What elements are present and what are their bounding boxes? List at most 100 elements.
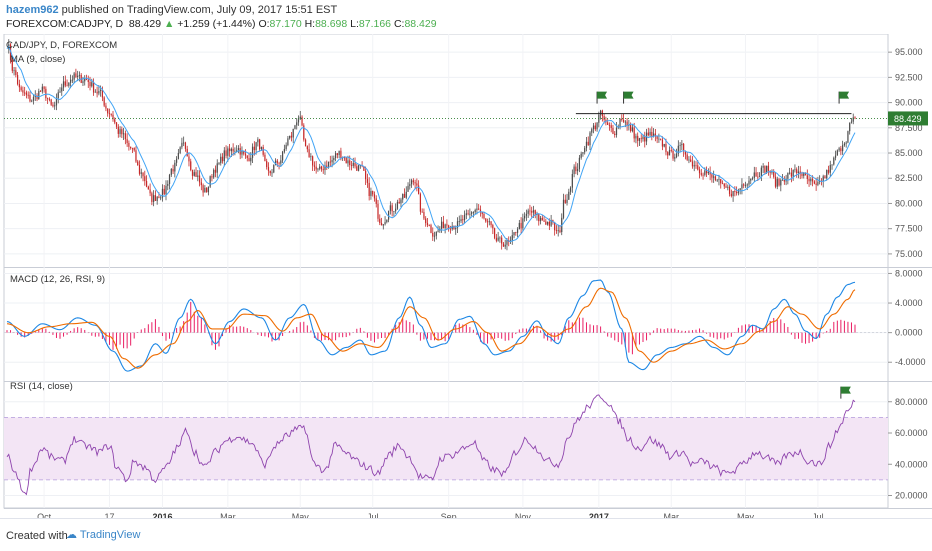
tradingview-logo[interactable]: ☁ TradingView	[66, 528, 140, 541]
candle-body	[221, 156, 224, 162]
candle-body	[808, 178, 810, 182]
candle-body	[444, 224, 446, 229]
candle-body	[359, 165, 361, 167]
candle-body	[638, 138, 641, 141]
candle-body	[91, 82, 93, 87]
candle-body	[313, 165, 316, 167]
candle-body	[479, 209, 482, 212]
candle-body	[230, 148, 232, 152]
candle-body	[73, 73, 75, 80]
candle-body	[501, 237, 503, 244]
candle-body	[373, 194, 376, 199]
candle-body	[98, 91, 100, 94]
candle-body	[327, 161, 330, 167]
candle-body	[331, 160, 333, 163]
candle-body	[781, 179, 784, 181]
candle-body	[36, 95, 38, 100]
candle-body	[550, 220, 552, 226]
candle-body	[813, 181, 815, 184]
candle-body	[84, 78, 86, 82]
chart-area[interactable]: 95.000 92.500 90.000 87.500 85.000 82.500 80.0…	[0, 34, 932, 518]
candle-body	[34, 95, 36, 98]
candle-body	[842, 145, 844, 152]
candle-body	[329, 161, 331, 163]
candle-body	[463, 214, 466, 221]
candle-body	[446, 224, 448, 226]
candle-body	[469, 213, 471, 215]
rsi-panel[interactable]	[4, 386, 888, 496]
candle-body	[338, 150, 340, 155]
candle-body	[126, 139, 128, 143]
price-panel[interactable]	[4, 39, 888, 251]
candle-body	[774, 176, 777, 187]
candle-body	[760, 167, 762, 177]
candle-body	[790, 172, 793, 177]
candle-body	[677, 145, 679, 154]
change-up-icon: ▲	[163, 18, 175, 30]
candle-body	[428, 225, 430, 226]
candle-body	[536, 214, 538, 215]
candle-body	[283, 148, 285, 152]
x-tick-label: Sep	[441, 512, 457, 518]
close-label: C:	[393, 18, 405, 30]
candle-body	[114, 119, 116, 123]
candle-body	[845, 142, 847, 144]
candle-body	[492, 225, 494, 229]
candle-body	[652, 133, 655, 137]
candle-body	[773, 172, 775, 177]
candle-body	[799, 171, 801, 174]
candle-body	[269, 170, 271, 174]
candle-body	[121, 129, 123, 135]
candle-body	[607, 122, 609, 125]
candle-body	[301, 116, 303, 126]
candle-body	[260, 147, 263, 150]
candle-body	[15, 70, 17, 75]
candle-body	[596, 122, 598, 130]
candle-body	[815, 183, 817, 185]
candle-body	[584, 148, 586, 153]
candle-body	[485, 218, 487, 222]
candle-body	[838, 148, 840, 151]
flag-icon	[840, 386, 851, 394]
macd-line	[6, 279, 856, 372]
candle-body	[209, 176, 211, 187]
candle-body	[183, 142, 185, 144]
author-link[interactable]: hazem962	[6, 4, 59, 16]
candle-body	[580, 153, 582, 158]
time-axis[interactable]: Oct 17 2016 Mar May Jul Sep Nov 2017 Mar May Jul	[37, 512, 824, 518]
candle-body	[259, 139, 261, 150]
candle-body	[264, 154, 266, 162]
candle-body	[402, 193, 404, 200]
candle-body	[61, 87, 63, 92]
candle-body	[395, 208, 397, 212]
x-tick-label: 17	[104, 512, 114, 518]
candle-body	[24, 92, 26, 94]
candle-body	[45, 88, 47, 99]
candle-body	[372, 190, 374, 195]
candle-body	[165, 185, 167, 195]
price-tick-label: 75.000	[895, 249, 923, 259]
rsi-band	[4, 417, 888, 480]
candle-body	[465, 213, 467, 215]
candle-body	[674, 157, 676, 159]
candle-body	[172, 169, 174, 172]
candle-body	[55, 98, 58, 106]
macd-panel[interactable]	[4, 279, 888, 372]
candle-body	[312, 156, 314, 166]
candle-body	[582, 152, 584, 154]
candle-body	[280, 160, 282, 164]
candle-body	[297, 119, 300, 123]
candle-body	[216, 163, 218, 173]
candle-body	[739, 188, 741, 190]
candle-body	[315, 166, 317, 170]
price-axis[interactable]: 95.000 92.500 90.000 87.500 85.000 82.500 80.0…	[888, 47, 928, 501]
candle-body	[522, 218, 524, 229]
candle-body	[686, 154, 688, 160]
candle-body	[220, 156, 222, 164]
candle-body	[758, 176, 761, 178]
rsi-tick-label: 80.0000	[895, 397, 928, 407]
candle-body	[54, 105, 56, 107]
candle-body	[524, 215, 526, 219]
candle-body	[326, 165, 328, 167]
candle-body	[661, 139, 664, 147]
